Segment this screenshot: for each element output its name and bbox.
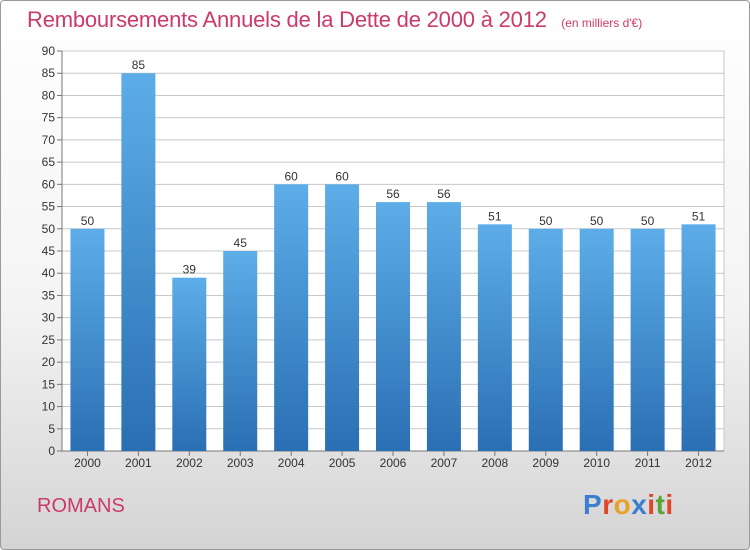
bar — [172, 277, 207, 451]
x-tick-label: 2003 — [227, 456, 254, 470]
data-label: 56 — [386, 187, 400, 201]
chart-title: Remboursements Annuels de la Dette de 20… — [27, 7, 547, 32]
x-tick-label: 2004 — [278, 456, 305, 470]
bar — [121, 73, 156, 451]
x-tick-label: 2012 — [685, 456, 712, 470]
bar — [528, 228, 563, 451]
y-tick-label: 90 — [42, 44, 56, 58]
data-label: 85 — [132, 58, 146, 72]
data-label: 60 — [284, 169, 298, 183]
logo-letter: P — [583, 489, 603, 520]
x-tick-label: 2000 — [74, 456, 101, 470]
data-label: 45 — [234, 236, 248, 250]
x-tick-label: 2002 — [176, 456, 203, 470]
y-tick-label: 10 — [42, 400, 56, 414]
title-row: Remboursements Annuels de la Dette de 20… — [27, 7, 642, 33]
y-tick-label: 45 — [42, 244, 56, 258]
commune-name: ROMANS — [37, 495, 125, 517]
logo-letter: r — [602, 489, 614, 520]
y-tick-label: 15 — [42, 377, 56, 391]
y-tick-label: 65 — [42, 155, 56, 169]
x-tick-label: 2011 — [635, 456, 661, 470]
data-label: 51 — [692, 209, 706, 223]
y-tick-label: 75 — [42, 111, 56, 125]
bar — [274, 184, 309, 452]
bar — [426, 202, 461, 451]
x-tick-label: 2007 — [431, 456, 458, 470]
y-tick-label: 55 — [42, 200, 56, 214]
logo-letter: t — [655, 489, 666, 520]
y-tick-label: 50 — [42, 222, 56, 236]
y-tick-label: 25 — [42, 333, 56, 347]
data-label: 50 — [539, 214, 553, 228]
y-tick-label: 20 — [42, 355, 56, 369]
x-tick-label: 2001 — [125, 456, 152, 470]
data-label: 39 — [183, 263, 197, 277]
x-tick-label: 2009 — [532, 456, 559, 470]
bar — [376, 202, 410, 451]
bar — [477, 224, 512, 451]
bar — [630, 228, 665, 451]
y-tick-label: 60 — [42, 177, 56, 191]
data-label: 50 — [590, 214, 604, 228]
y-tick-label: 35 — [42, 288, 56, 302]
x-tick-label: 2008 — [481, 456, 508, 470]
bar — [579, 228, 614, 451]
y-tick-label: 70 — [42, 133, 56, 147]
logo-letter: i — [665, 489, 674, 520]
x-tick-label: 2006 — [380, 456, 407, 470]
data-label: 56 — [437, 187, 451, 201]
bar — [681, 224, 716, 451]
logo-letter: i — [647, 489, 656, 520]
x-tick-label: 2005 — [329, 456, 356, 470]
y-tick-label: 5 — [48, 422, 55, 436]
data-label: 51 — [488, 209, 502, 223]
data-label: 50 — [81, 214, 95, 228]
data-label: 50 — [641, 214, 655, 228]
logo-letter: o — [613, 489, 632, 520]
data-label: 60 — [335, 169, 349, 183]
x-tick-label: 2010 — [583, 456, 610, 470]
logo-letter: x — [631, 489, 648, 520]
y-tick-label: 30 — [42, 311, 56, 325]
y-tick-label: 85 — [42, 66, 56, 80]
bar — [325, 184, 360, 452]
bar — [223, 251, 258, 451]
y-tick-label: 80 — [42, 88, 56, 102]
y-tick-label: 0 — [48, 444, 55, 458]
bar — [70, 228, 105, 451]
chart-subtitle: (en milliers d'€) — [561, 16, 643, 30]
proxiti-logo: Proxiti — [583, 489, 674, 521]
y-tick-label: 40 — [42, 266, 56, 280]
